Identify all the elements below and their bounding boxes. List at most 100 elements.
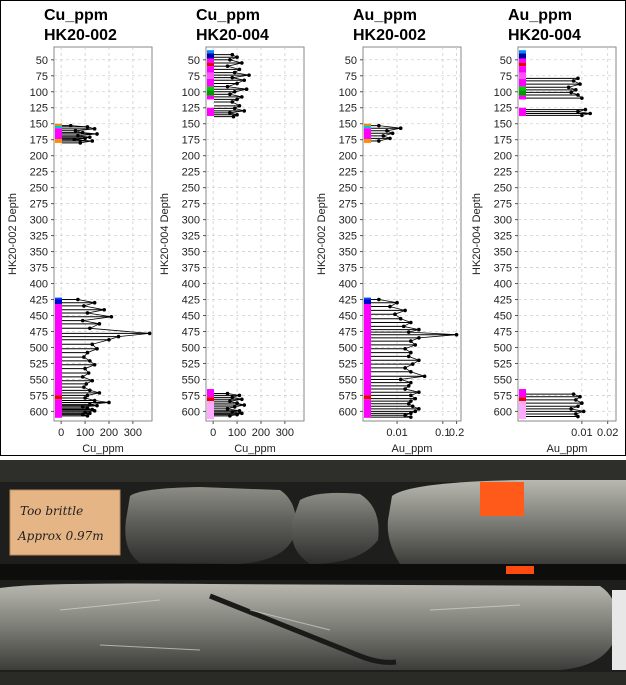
core-piece-4 (0, 583, 618, 670)
y-tick-label: 525 (30, 358, 48, 370)
series-1 (371, 123, 403, 143)
x-tick-label: 0.2 (449, 427, 464, 439)
y-tick-label: 600 (30, 406, 48, 418)
data-point (578, 82, 582, 86)
y-tick-label: 575 (494, 390, 512, 402)
x-tick-label: 100 (76, 427, 94, 439)
y-tick-label: 550 (182, 374, 200, 386)
core-veins (59, 599, 521, 651)
data-point (107, 338, 111, 342)
y-tick-label: 275 (339, 199, 357, 211)
data-point (232, 405, 237, 409)
lithology-strip-segment (207, 62, 214, 67)
data-point (86, 371, 91, 375)
y-tick-label: 375 (30, 263, 48, 275)
core-tray-divider (0, 564, 626, 580)
core-log-charts: Cu_ppm HK20-002 50 75 100 125 150 175 200 225 250 2… (0, 0, 626, 456)
lithology-strip-segment (519, 72, 526, 79)
data-point (385, 128, 389, 133)
series-2 (62, 297, 152, 418)
data-point (377, 297, 381, 302)
lithology-strip-segment (55, 297, 62, 300)
data-point (228, 414, 232, 418)
y-tick-label: 450 (494, 311, 512, 323)
lithology-strip-segment (519, 95, 526, 100)
data-point (82, 304, 86, 308)
lithology-strip-segment (364, 128, 371, 140)
data-point (92, 300, 97, 305)
data-point (580, 96, 584, 100)
y-axis-label: HK20-004 Depth (471, 193, 483, 275)
data-point (97, 322, 102, 326)
lithology-strip-segment (55, 395, 62, 400)
y-tick-label: 275 (30, 199, 48, 211)
y-axis-label: HK20-004 Depth (159, 193, 171, 275)
data-point (95, 403, 99, 408)
data-point (406, 384, 411, 388)
data-point (576, 414, 580, 419)
data-point (574, 88, 578, 92)
data-point (388, 136, 392, 141)
data-point (85, 414, 90, 418)
data-point (454, 332, 459, 337)
lithology-strip-segment (519, 78, 526, 87)
y-tick-label: 425 (30, 295, 48, 307)
data-point (116, 334, 121, 339)
data-point (240, 397, 244, 402)
data-point (417, 336, 421, 340)
y-tick-label: 375 (339, 263, 357, 275)
y-tick-label: 325 (30, 231, 48, 243)
y-tick-label: 525 (494, 358, 512, 370)
y-tick-label: 350 (30, 247, 48, 259)
y-axis-label: HK20-002 Depth (7, 193, 19, 275)
data-point (242, 109, 247, 113)
y-tick-label: 200 (339, 151, 357, 163)
data-point (147, 331, 152, 336)
data-trace (577, 109, 591, 116)
lithology-strip-segment (207, 78, 214, 87)
tray-edge-white (612, 590, 626, 670)
data-point (80, 375, 85, 379)
plot-area (362, 46, 462, 422)
lithology-strip-segment (364, 395, 371, 400)
lithology-strip-segment (207, 66, 214, 73)
data-point (109, 314, 114, 319)
lithology-strip-segment (55, 299, 62, 305)
data-point (228, 399, 232, 403)
data-point (566, 85, 571, 90)
data-point (403, 387, 407, 391)
data-point (377, 139, 381, 143)
y-tick-label: 100 (182, 87, 200, 99)
y-tick-label: 400 (339, 279, 357, 291)
data-point (231, 114, 236, 119)
data-point (88, 402, 92, 407)
y-tick-label: 100 (30, 87, 48, 99)
data-point (237, 104, 242, 108)
y-tick-label: 350 (182, 247, 200, 259)
data-point (247, 73, 251, 77)
series-2 (214, 391, 247, 418)
drill-core-photo: Too brittle Approx 0.97m (0, 460, 626, 685)
data-point (417, 407, 421, 411)
y-tick-label: 300 (182, 215, 200, 227)
data-point (409, 369, 413, 374)
x-tick-label: 0 (58, 427, 64, 439)
data-point (409, 411, 413, 416)
data-point (230, 410, 235, 414)
label-line-2: Approx 0.97m (17, 529, 104, 543)
y-tick-label: 150 (494, 119, 512, 131)
y-tick-label: 300 (494, 215, 512, 227)
y-tick-label: 75 (188, 71, 200, 83)
data-point (76, 297, 80, 302)
data-point (95, 346, 99, 351)
lithology-strip-segment (207, 86, 214, 91)
lithology-strip-segment (207, 389, 214, 398)
data-point (580, 401, 584, 405)
chart-4: Au_ppm HK20-004 50 75 100 125 150 175 200 225 250 2… (471, 7, 618, 455)
y-tick-label: 250 (182, 183, 200, 195)
lithology-strip-segment (207, 401, 214, 420)
data-point (403, 366, 407, 370)
data-point (413, 409, 418, 414)
label-line-1: Too brittle (20, 504, 83, 518)
y-tick-label: 225 (494, 167, 512, 179)
